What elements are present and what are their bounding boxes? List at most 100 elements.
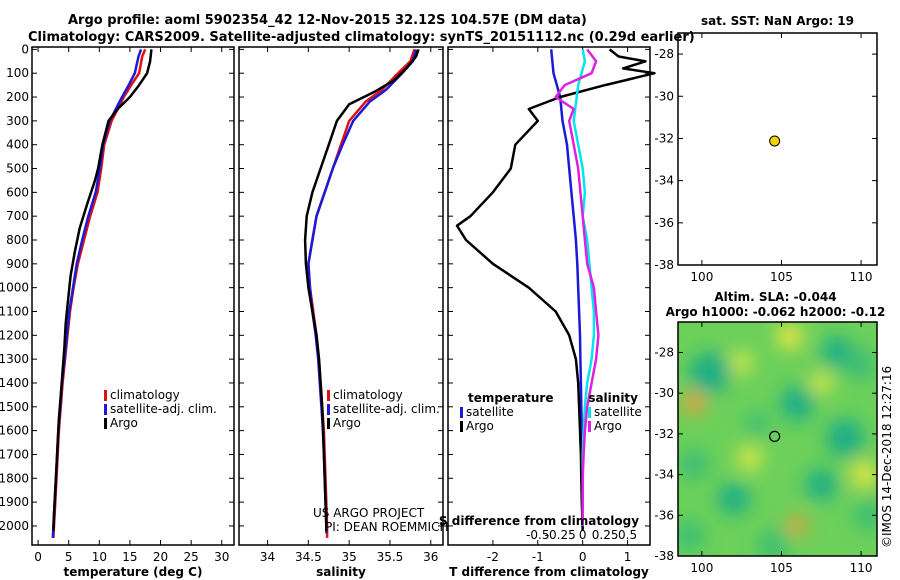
series-line-satellite (51, 48, 143, 538)
x-tick-label: 36 (423, 550, 438, 564)
sla-field (678, 322, 877, 556)
legend-swatch-climatology (327, 390, 330, 401)
legend-label: Argo (333, 416, 361, 430)
x-tick-label: 100 (690, 561, 713, 575)
legend-swatch-satellite (460, 407, 463, 418)
series-line-argo (52, 49, 153, 531)
salinity-plot-frame (238, 46, 444, 546)
sla-anomaly-blob (678, 448, 710, 481)
sla-anomaly-blob (717, 483, 750, 515)
float-location-ring (769, 430, 781, 442)
temperature-x-axis-label: temperature (deg C) (64, 565, 203, 579)
legend-swatch-argo (327, 418, 330, 429)
salinity-x-axis-label: salinity (316, 565, 366, 579)
s-tick-label: -0.25 (545, 528, 576, 542)
y-tick-label: 1800 (0, 471, 29, 485)
y-tick-label: 1100 (0, 304, 29, 318)
y-tick-label: -28 (654, 47, 674, 61)
figure-title-line2: Climatology: CARS2009. Satellite-adjuste… (28, 30, 695, 45)
float-location-map: sat. SST: NaN Argo: 19 -28 -30 -32 -34 -36 -38… (654, 14, 878, 284)
sla-anomaly-blob (730, 351, 753, 374)
y-tick-label: -36 (654, 216, 674, 230)
series-line-salinity-argo_salinity (554, 48, 600, 526)
legend-title-salinity: salinity (588, 391, 638, 405)
sla-anomaly-blob (810, 371, 833, 395)
legend-label: climatology (333, 388, 403, 402)
legend-swatch-argo_salinity (588, 421, 591, 432)
sla-anomaly-blob (682, 392, 706, 415)
sla-anomaly-blob (689, 352, 731, 394)
legend-label: satellite-adj. clim. (110, 402, 217, 416)
legend-swatch-argo (460, 421, 463, 432)
x-tick-label: 10 (92, 550, 107, 564)
legend-swatch-climatology (104, 390, 107, 401)
salinity-difference-axis-label: S difference from climatology (439, 514, 639, 528)
legend-title-temperature: temperature (468, 391, 553, 405)
y-tick-label: -32 (654, 427, 674, 441)
y-tick-label: 1400 (0, 376, 29, 390)
y-tick-label: 1200 (0, 328, 29, 342)
x-tick-label: 30 (214, 550, 229, 564)
temperature-plot-frame (31, 46, 235, 546)
x-tick-label: 15 (122, 550, 137, 564)
legend-swatch-argo (104, 418, 107, 429)
series-line-argo (303, 48, 420, 531)
sla-anomaly-blob (826, 418, 865, 458)
figure-title-line1: Argo profile: aoml 5902354_42 12-Nov-201… (68, 13, 587, 28)
legend-label: Argo (466, 419, 494, 433)
sla-anomaly-blob (776, 323, 803, 349)
series-line-temperature-satellite (549, 49, 584, 526)
x-tick-label: -2 (487, 550, 499, 564)
y-tick-label: 1700 (0, 447, 29, 461)
sla-anomaly-blob (779, 385, 815, 421)
y-tick-label: -34 (654, 468, 674, 482)
legend-label: climatology (110, 388, 180, 402)
sla-anomaly-blob (853, 499, 877, 532)
y-tick-label: -30 (654, 386, 674, 400)
difference-plot-frame (447, 46, 651, 546)
project-credit-line1: US ARGO PROJECT (313, 506, 425, 520)
legend-label: satellite (466, 405, 514, 419)
sla-anomaly-blob (805, 468, 838, 501)
y-tick-label: -28 (654, 346, 674, 360)
project-credit-line2: PI: DEAN ROEMMICH (325, 520, 448, 534)
x-tick-label: 25 (184, 550, 199, 564)
y-tick-label: -36 (654, 508, 674, 522)
legend-label: Argo (594, 419, 622, 433)
location-map-title: sat. SST: NaN Argo: 19 (701, 14, 854, 28)
y-tick-label: -38 (654, 258, 674, 272)
y-tick-label: 0 (21, 42, 29, 56)
sla-anomaly-group (678, 323, 877, 556)
x-tick-label: 35 (342, 550, 357, 564)
y-tick-label: -30 (654, 89, 674, 103)
altimetry-title-line1: Altim. SLA: -0.044 (714, 290, 836, 304)
legend-swatch-satellite (327, 404, 330, 415)
sla-anomaly-blob (851, 461, 877, 488)
x-tick-label: 105 (770, 561, 793, 575)
y-tick-label: 1600 (0, 424, 29, 438)
y-tick-label: 1900 (0, 495, 29, 509)
s-tick-label: 0.25 (592, 528, 619, 542)
y-tick-label: -32 (654, 131, 674, 145)
x-tick-label: 34 (260, 550, 275, 564)
y-tick-label: 400 (6, 138, 29, 152)
x-tick-label: 1 (624, 550, 632, 564)
y-tick-label: 900 (6, 257, 29, 271)
legend-swatch-satellite (104, 404, 107, 415)
x-tick-label: 35.5 (377, 550, 404, 564)
difference-profile-panel: -2 -1 0 1 -0.5-0.25 0 0.25 0.5 T difference from… (439, 46, 656, 579)
y-tick-label: 1500 (0, 400, 29, 414)
sla-anomaly-blob (757, 529, 790, 556)
series-line-temperature-argo (455, 48, 656, 531)
x-tick-label: 110 (850, 561, 873, 575)
x-tick-label: -1 (532, 550, 544, 564)
legend-label: satellite-adj. clim. (333, 402, 440, 416)
difference-x-axis-label: T difference from climatology (449, 565, 649, 579)
x-tick-label: 0 (579, 550, 587, 564)
x-tick-label: 0 (34, 550, 42, 564)
y-tick-label: 1000 (0, 281, 29, 295)
s-tick-label: -0.5 (526, 528, 549, 542)
legend-swatch-satellite_salinity (588, 407, 591, 418)
